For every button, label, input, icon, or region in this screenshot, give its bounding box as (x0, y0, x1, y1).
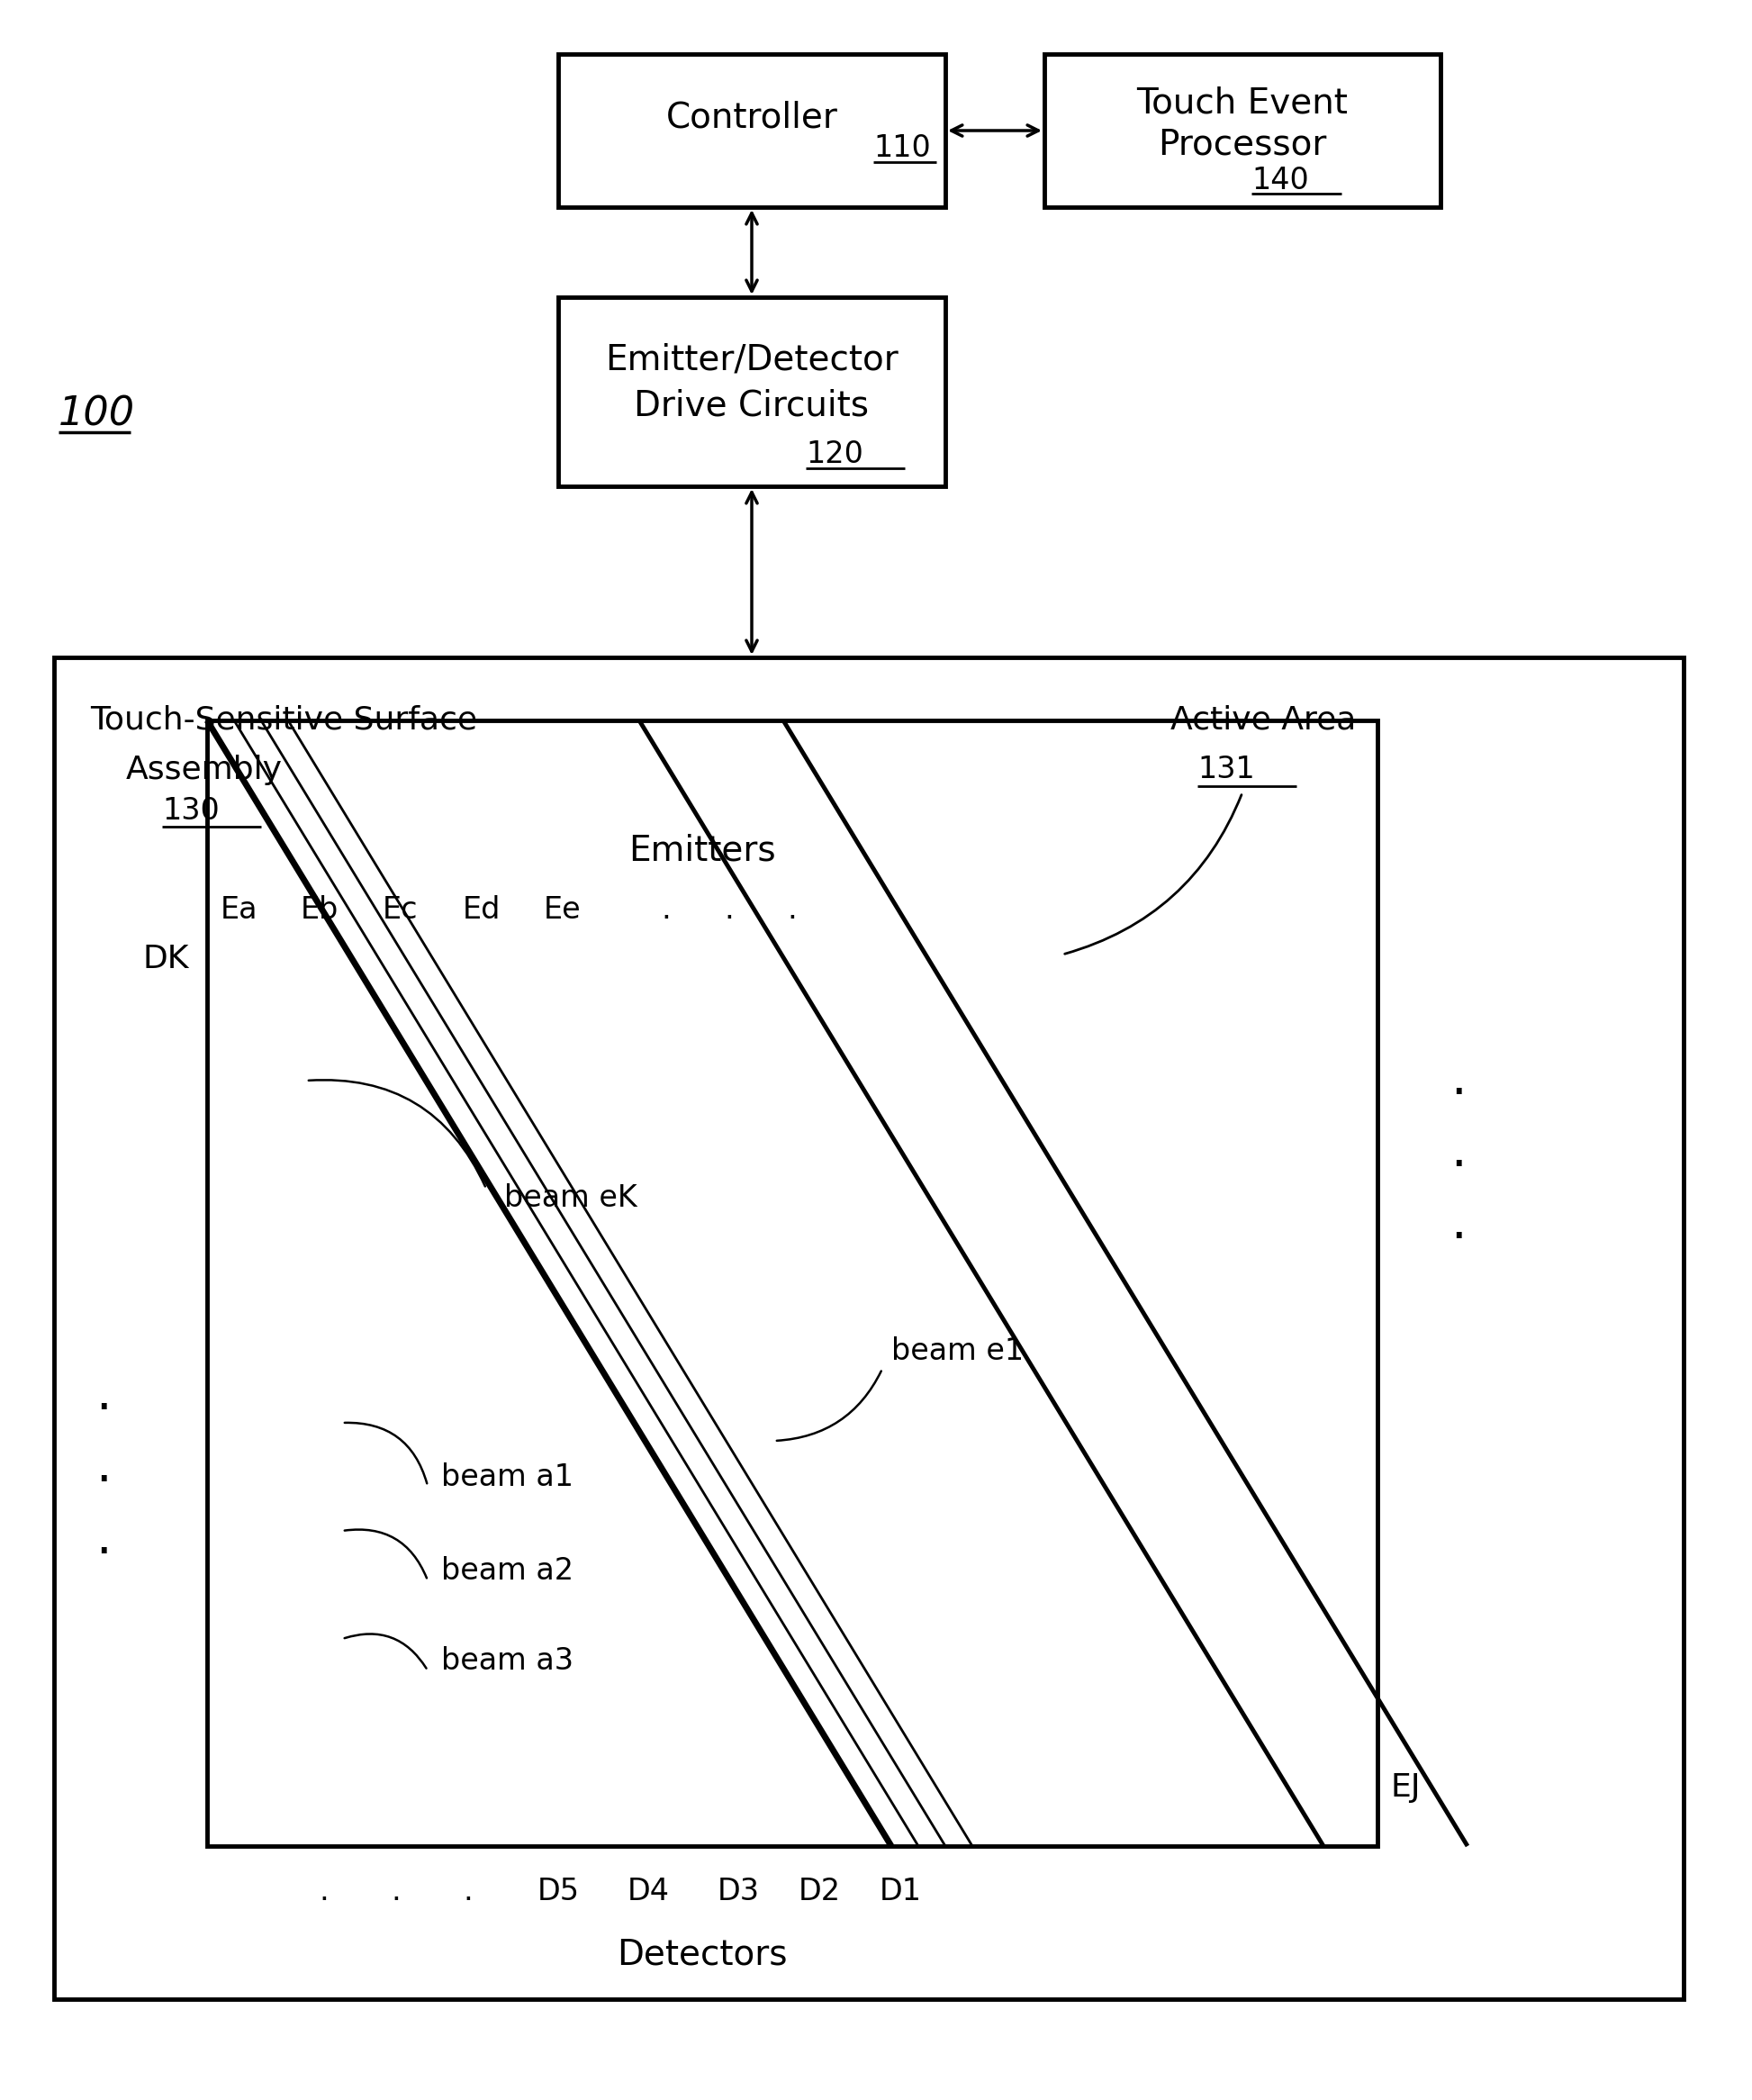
Text: .: . (319, 1875, 329, 1907)
Text: .: . (391, 1875, 401, 1907)
Text: Ec: Ec (384, 895, 419, 924)
Text: .: . (1451, 1056, 1466, 1105)
Text: Ee: Ee (543, 895, 582, 924)
Text: 100: 100 (58, 395, 135, 433)
Text: Emitters: Emitters (629, 834, 776, 867)
Text: DK: DK (142, 943, 189, 974)
Text: .: . (787, 895, 797, 924)
Bar (54, 657, 1684, 1999)
Text: D1: D1 (880, 1875, 922, 1907)
Text: .: . (96, 1443, 112, 1493)
Bar (559, 298, 946, 487)
Text: D5: D5 (538, 1875, 580, 1907)
Text: Eb: Eb (301, 895, 338, 924)
Text: beam a2: beam a2 (442, 1556, 573, 1586)
Text: 110: 110 (872, 134, 930, 164)
Text: Ea: Ea (221, 895, 258, 924)
Text: D3: D3 (717, 1875, 759, 1907)
Text: beam a1: beam a1 (442, 1462, 573, 1491)
Text: Detectors: Detectors (617, 1936, 788, 1972)
Text: Assembly: Assembly (126, 754, 282, 785)
Text: Touch Event: Touch Event (1137, 86, 1347, 120)
Text: .: . (96, 1516, 112, 1564)
Text: beam a3: beam a3 (442, 1646, 573, 1676)
Text: 140: 140 (1251, 166, 1309, 195)
Text: Emitter/Detector: Emitter/Detector (604, 342, 899, 378)
Text: Drive Circuits: Drive Circuits (634, 389, 869, 422)
Text: 131: 131 (1197, 756, 1254, 785)
Text: .: . (96, 1371, 112, 1420)
Text: D2: D2 (799, 1875, 841, 1907)
Bar (207, 720, 1377, 1846)
Text: .: . (1451, 1201, 1466, 1250)
Text: .: . (463, 1875, 473, 1907)
Text: EJ: EJ (1391, 1772, 1421, 1802)
Text: 130: 130 (161, 796, 219, 825)
Text: beam e1: beam e1 (892, 1336, 1023, 1365)
Text: Ed: Ed (463, 895, 501, 924)
Text: .: . (662, 895, 671, 924)
Text: beam eK: beam eK (505, 1182, 638, 1212)
Text: Active Area: Active Area (1170, 706, 1356, 735)
Text: .: . (1451, 1128, 1466, 1176)
Text: Controller: Controller (666, 101, 837, 134)
Text: Processor: Processor (1158, 126, 1326, 162)
Text: Touch-Sensitive Surface: Touch-Sensitive Surface (89, 706, 477, 735)
Text: D4: D4 (627, 1875, 669, 1907)
Bar (1044, 55, 1440, 208)
Bar (559, 55, 946, 208)
Text: 120: 120 (806, 439, 864, 470)
Text: .: . (724, 895, 734, 924)
